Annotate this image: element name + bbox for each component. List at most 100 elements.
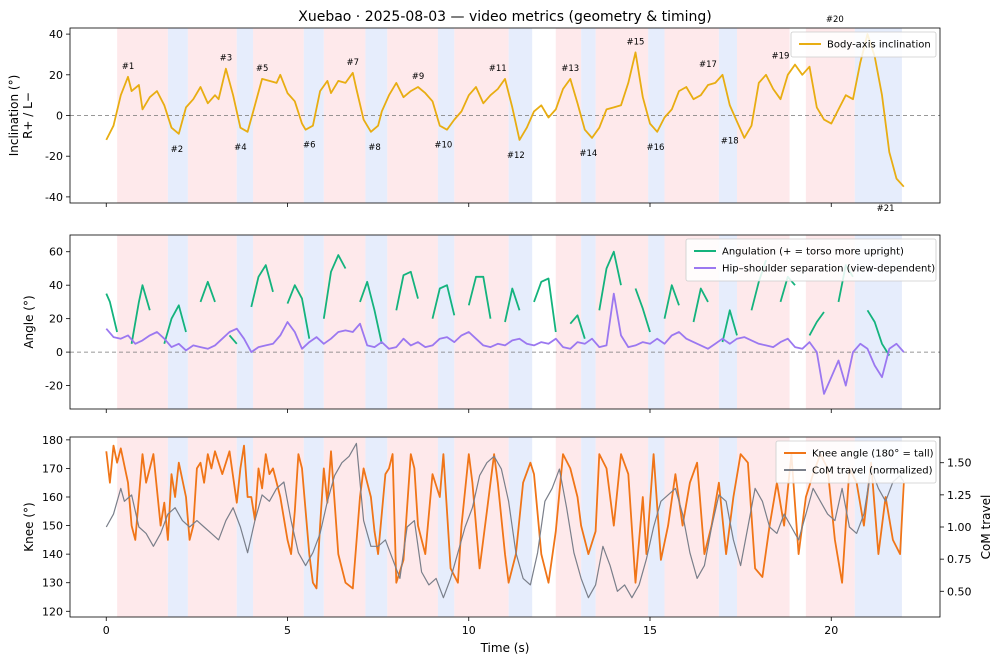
turn-band [595,235,649,409]
legend: Body-axis inclination [790,31,937,58]
phase-bands [117,437,902,617]
y-tick-label: -40 [45,191,63,204]
y2-tick-label: 1.50 [947,457,972,470]
y-tick-label: 120 [42,605,63,618]
series-line-2 [105,292,905,395]
turn-number-label: #10 [434,141,452,151]
turn-band [387,235,438,409]
panels: #1 #2 #3 #4 #5 #6 #7 #8 #9 #10 #11 #12 #13 #14 #15 #16 #… [7,15,993,637]
y2-axis-label: CoM travel [979,495,993,560]
turn-band [555,235,582,409]
transition-band [303,437,324,617]
turn-number-label: #7 [346,58,359,68]
y-tick-label: 160 [42,491,63,504]
turn-band [117,235,168,409]
turn-number-label: #15 [627,37,645,47]
panel-3: 1201301401501601701800.500.751.001.251.5… [22,434,993,637]
legend-label: Angulation (+ = torso more upright) [722,247,904,258]
x-tick-label: 5 [284,624,291,637]
y2-tick-label: 0.75 [947,553,972,566]
transition-band [303,28,324,203]
y-tick-label: -20 [45,150,63,163]
y-tick-label: 40 [49,28,63,41]
transition-band [167,235,188,409]
turn-number-label: #1 [122,62,135,72]
transition-band [648,437,665,617]
turn-number-label: #8 [368,143,381,153]
x-tick-label: 15 [643,624,657,637]
turn-band [664,437,719,617]
legend-box [685,238,937,282]
y2-tick-label: 0.50 [947,585,972,598]
series-line-1 [105,33,905,188]
turn-number-label: #5 [256,64,269,74]
turn-number-label: #16 [646,143,664,153]
y-axis-label: Angle (°) [22,295,36,348]
y2-tick-label: 1.00 [947,521,972,534]
transition-band [718,437,737,617]
turn-number-label: #14 [579,149,597,159]
x-axis-label: Time (s) [480,641,530,655]
turn-band [454,235,509,409]
turn-number-label: #3 [220,54,233,64]
transition-band [718,28,737,203]
turn-band [253,437,304,617]
series-line-2 [105,442,905,599]
turn-number-label: #18 [721,137,739,147]
legend-box [775,440,937,484]
transition-band [236,437,254,617]
turn-number-label: #12 [507,151,525,161]
transition-band [508,235,533,409]
legend-box [790,31,937,58]
panel-1: #1 #2 #3 #4 #5 #6 #7 #8 #9 #10 #11 #12 #13 #14 #15 #16 #… [7,15,941,214]
y-tick-label: 140 [42,548,63,561]
transition-band [303,235,324,409]
turn-band [555,437,582,617]
turn-number-label: #11 [489,64,507,74]
transition-band [437,437,455,617]
turn-number-label: #13 [561,64,579,74]
y-axis-label: Inclination (°) [7,75,21,157]
turn-number-label: #2 [171,145,184,155]
transition-band [365,28,388,203]
transition-band [437,28,455,203]
transition-band [365,437,388,617]
y-tick-label: 150 [42,520,63,533]
transition-band [581,235,596,409]
legend: Knee angle (180° = tall) CoM travel (norm… [775,440,937,484]
turn-band [323,235,366,409]
y-tick-label: 20 [49,69,63,82]
turn-band [454,437,509,617]
axes-frame [69,234,941,410]
y-tick-label: -20 [45,380,63,393]
turn-number-label: #19 [772,52,790,62]
turn-band [253,235,304,409]
transition-band [648,28,665,203]
turn-band [187,235,237,409]
turn-number-label: #6 [303,141,316,151]
y-tick-label: 0 [56,346,63,359]
turn-number-label: #17 [699,60,717,70]
legend-label: Hip–shoulder separation (view-dependent) [722,264,935,275]
turn-band [387,437,438,617]
legend-label: Body-axis inclination [827,40,931,51]
y-tick-label: 20 [49,313,63,326]
legend-label: CoM travel (normalized) [812,466,933,477]
y-tick-label: 130 [42,577,63,590]
legend-label: Knee angle (180° = tall) [812,449,934,460]
y-tick-label: 40 [49,279,63,292]
transition-band [236,28,254,203]
y-tick-label: 0 [56,110,63,123]
transition-band [581,437,596,617]
x-tick-label: 20 [824,624,838,637]
turn-number-label: #9 [412,72,425,82]
transition-band [648,235,665,409]
turn-number-label: #20 [826,15,844,25]
y-axis-label: Knee (°) [22,502,36,551]
legend: Angulation (+ = torso more upright) Hip–s… [685,238,937,282]
panel-2: -20 0 20 40 60 Angle (°) Angulation (+ = torso… [22,234,941,413]
x-tick-label: 0 [103,624,110,637]
phase-bands [117,235,902,409]
y2-tick-label: 1.25 [947,489,972,502]
